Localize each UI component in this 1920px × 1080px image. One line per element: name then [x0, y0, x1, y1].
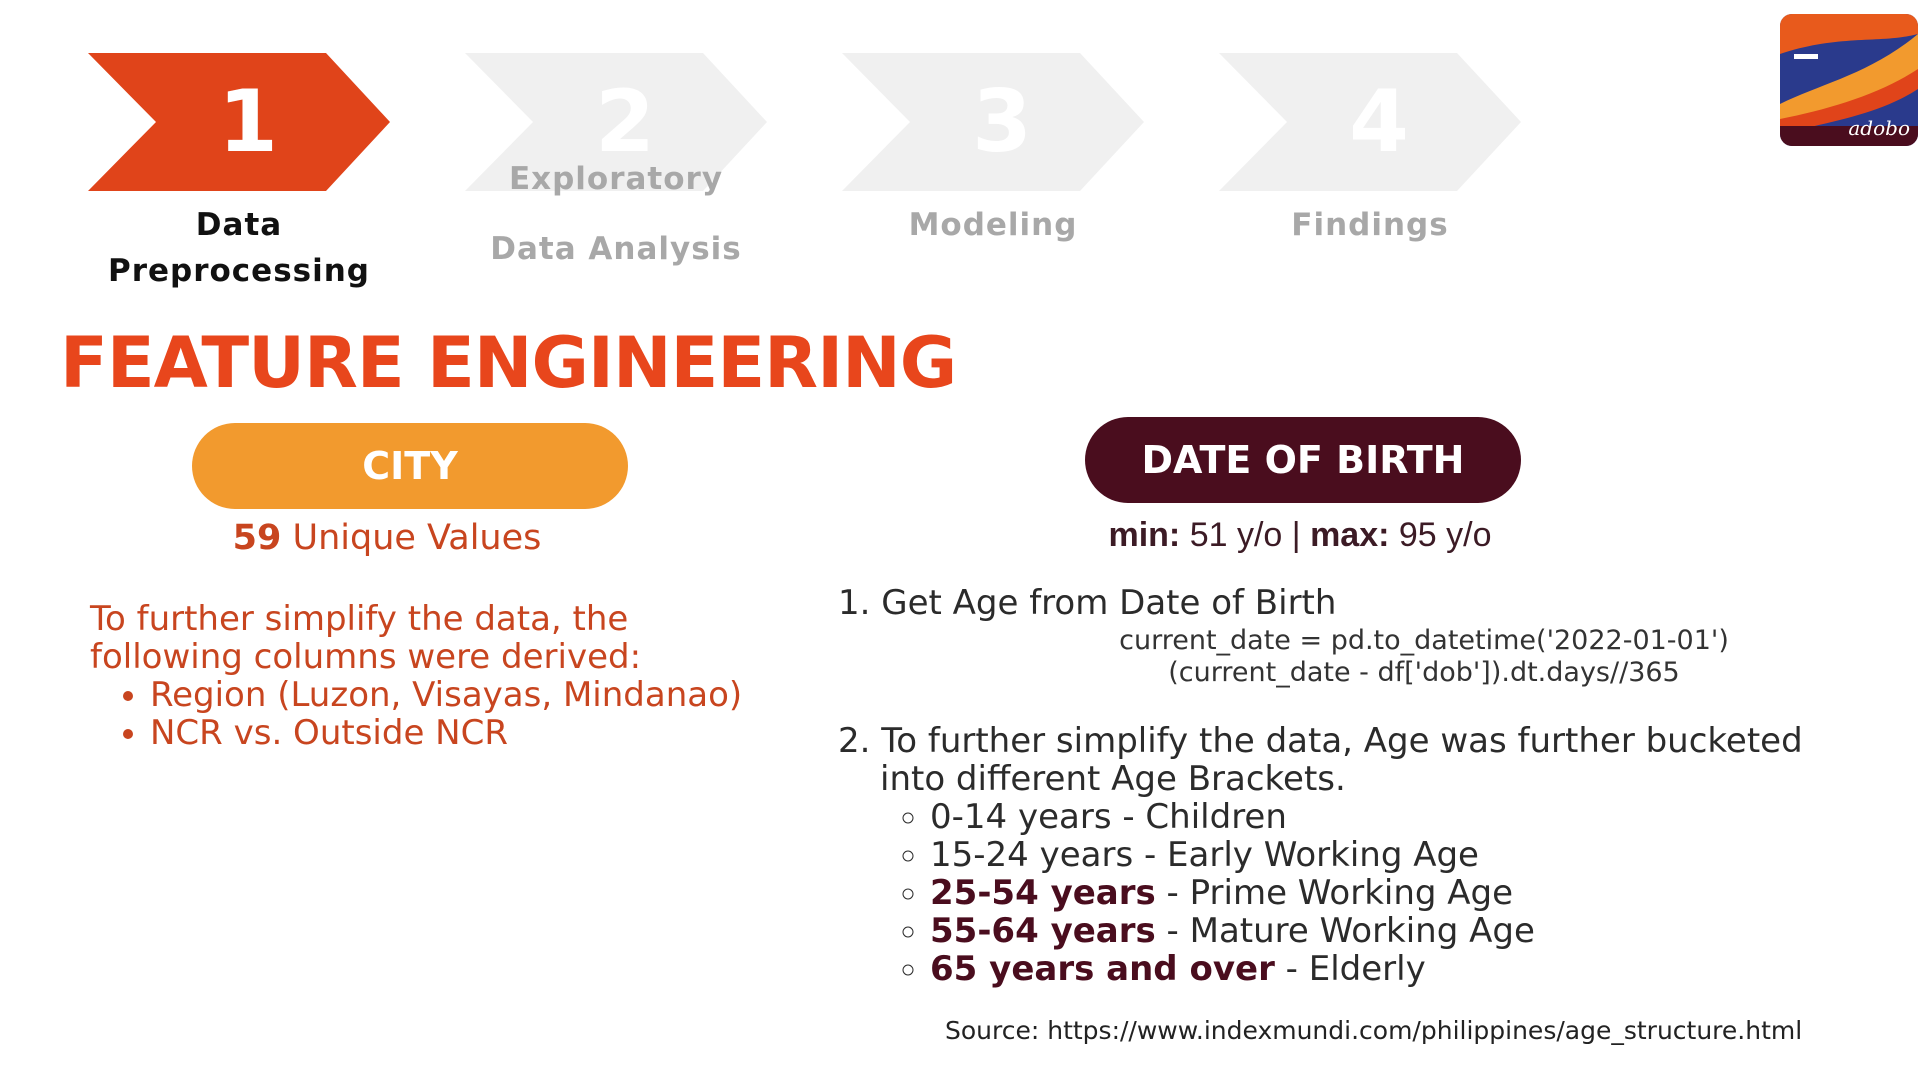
dob-max-value: 95 y/o	[1389, 516, 1492, 554]
dob-step-1: 1. Get Age from Date of Birth	[838, 583, 1337, 623]
step-label-2: Exploratory Data Analysis	[451, 161, 781, 272]
bracket-desc: - Children	[1111, 797, 1287, 837]
step-number: 1	[218, 72, 278, 172]
bracket-range: 65 years and over	[930, 949, 1275, 989]
list-item: 55-64 years - Mature Working Age	[930, 912, 1848, 950]
source-citation: Source: https://www.indexmundi.com/phili…	[945, 1016, 1803, 1045]
step-1: 1	[88, 53, 390, 191]
city-unique-label: Unique Values	[281, 518, 542, 558]
list-item: 0-14 years - Children	[930, 798, 1848, 836]
step-3: 3	[842, 53, 1144, 191]
bracket-range: 25-54 years	[930, 873, 1156, 913]
bracket-range: 55-64 years	[930, 911, 1156, 951]
dob-max-label: max:	[1310, 516, 1390, 554]
dob-pill: DATE OF BIRTH	[1085, 417, 1521, 503]
page-title: FEATURE ENGINEERING	[60, 322, 957, 404]
step-arrow-icon	[1219, 53, 1521, 191]
age-bracket-list: 0-14 years - Children 15-24 years - Earl…	[838, 798, 1848, 988]
list-item: 65 years and over - Elderly	[930, 950, 1848, 988]
step-label-text: Exploratory	[508, 161, 724, 197]
step-label-1: Data Preprocessing	[74, 202, 404, 294]
step-arrow-icon	[842, 53, 1144, 191]
logo-graphic	[1780, 14, 1918, 146]
code-line: (current_date - df['dob']).dt.days//365	[1168, 657, 1680, 688]
bracket-range: 0-14 years	[930, 797, 1112, 837]
logo-text: adobo	[1848, 116, 1910, 140]
step-arrow-icon	[88, 53, 390, 191]
bracket-desc: - Prime Working Age	[1155, 873, 1514, 913]
list-item: Region (Luzon, Visayas, Mindanao)	[150, 676, 770, 714]
city-unique-count: 59	[232, 518, 282, 558]
dob-min-label: min:	[1108, 516, 1181, 554]
list-item: 25-54 years - Prime Working Age	[930, 874, 1848, 912]
step-label-text: Data Preprocessing	[108, 207, 370, 289]
step-2: 2	[465, 53, 767, 191]
step-4: 4	[1219, 53, 1521, 191]
bracket-range: 15-24 years	[930, 835, 1134, 875]
dob-min-max: min: 51 y/o | max: 95 y/o	[1020, 516, 1580, 555]
dob-min-value: 51 y/o |	[1180, 516, 1311, 554]
bracket-desc: - Elderly	[1274, 949, 1426, 989]
step2-line: into different Age Brackets.	[880, 759, 1346, 799]
list-item: NCR vs. Outside NCR	[150, 714, 770, 752]
step-label-4: Findings	[1205, 202, 1535, 248]
step-label-text: Findings	[1291, 207, 1449, 243]
city-desc-line: following columns were derived:	[90, 637, 642, 677]
adobo-logo-icon: adobo	[1780, 14, 1918, 146]
step-label-text: Modeling	[908, 207, 1078, 243]
step-label-text: Data Analysis	[490, 231, 742, 267]
list-item: 15-24 years - Early Working Age	[930, 836, 1848, 874]
city-pill: CITY	[192, 423, 628, 509]
dob-step-2: 2. To further simplify the data, Age was…	[838, 722, 1848, 988]
city-description: To further simplify the data, the follow…	[90, 600, 770, 752]
step-arrow-icon	[465, 53, 767, 191]
code-line: current_date = pd.to_datetime('2022-01-0…	[1119, 625, 1729, 656]
city-unique-values: 59 Unique Values	[192, 518, 582, 558]
bracket-desc: - Mature Working Age	[1155, 911, 1535, 951]
step-number: 4	[1349, 72, 1409, 172]
step-number: 3	[972, 72, 1032, 172]
city-derived-list: Region (Luzon, Visayas, Mindanao) NCR vs…	[90, 676, 770, 752]
city-desc-line: To further simplify the data, the	[90, 599, 629, 639]
step2-line: 2. To further simplify the data, Age was…	[838, 721, 1803, 761]
step-label-3: Modeling	[828, 202, 1158, 248]
bracket-desc: - Early Working Age	[1133, 835, 1479, 875]
step-number: 2	[595, 72, 655, 172]
